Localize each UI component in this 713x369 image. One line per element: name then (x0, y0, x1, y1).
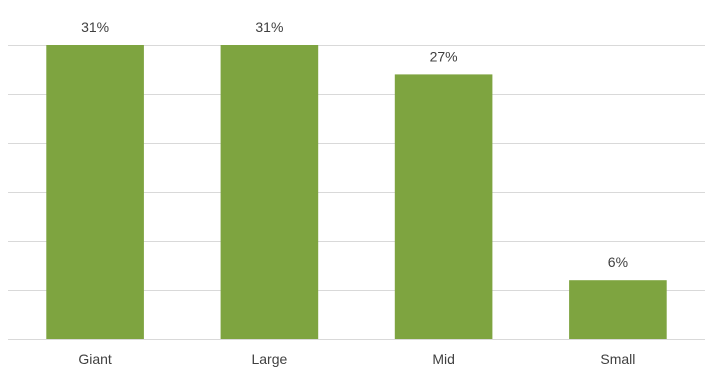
x-axis-tick-labels: Giant Large Mid Small (78, 351, 635, 367)
data-label-mid: 27% (430, 48, 458, 64)
bar-mid (394, 74, 493, 340)
data-label-giant: 31% (81, 19, 109, 35)
data-label-small: 6% (608, 254, 628, 270)
bar-large (220, 45, 319, 339)
x-tick-label-small: Small (600, 351, 635, 367)
bars (46, 45, 667, 340)
bar-giant (46, 45, 144, 339)
bar-small (569, 280, 667, 339)
x-tick-label-mid: Mid (432, 351, 455, 367)
data-labels: 31% 31% 27% 6% (81, 19, 628, 270)
data-label-large: 31% (255, 19, 283, 35)
x-tick-label-giant: Giant (78, 351, 112, 367)
x-tick-label-large: Large (251, 351, 287, 367)
